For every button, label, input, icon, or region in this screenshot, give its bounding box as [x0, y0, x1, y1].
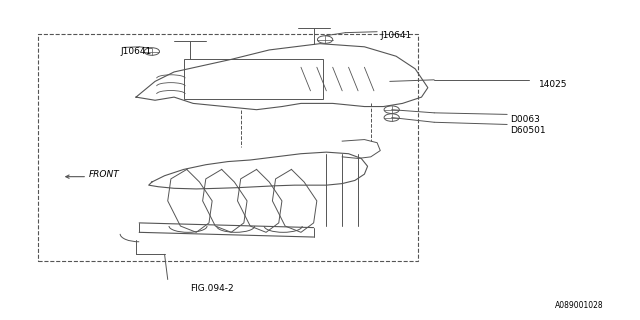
Text: J10641: J10641: [120, 47, 152, 56]
Text: FRONT: FRONT: [88, 170, 119, 179]
Text: J10641: J10641: [380, 31, 412, 40]
Text: 14025: 14025: [539, 80, 568, 89]
Text: D0063: D0063: [510, 115, 540, 124]
Text: FIG.094-2: FIG.094-2: [190, 284, 234, 293]
Bar: [38, 34, 419, 260]
Text: A089001028: A089001028: [555, 301, 604, 310]
Text: D60501: D60501: [510, 126, 546, 135]
